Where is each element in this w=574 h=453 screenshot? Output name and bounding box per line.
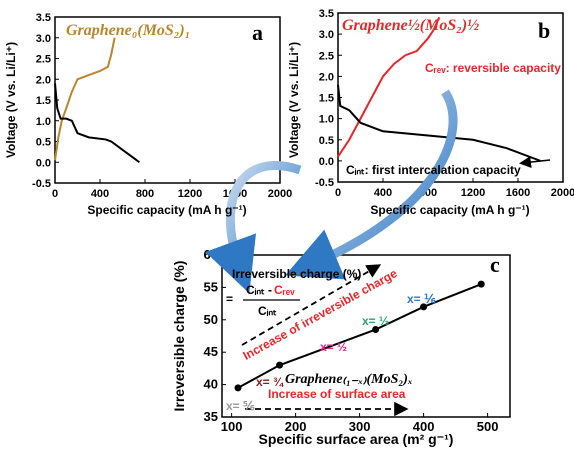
y-tick-label: 1.0 — [36, 116, 51, 128]
point — [372, 326, 380, 334]
x-tick-label: 500 — [477, 419, 499, 434]
x-tick-label: 1200 — [178, 188, 202, 200]
annotation: Cᵢₙₜ: first intercalation capacity — [346, 163, 521, 177]
x-axis-label: Specific capacity (mA h g⁻¹) — [370, 203, 529, 217]
plot-frame — [221, 254, 511, 418]
panel-label: a — [252, 20, 263, 45]
x-tick-label: 100 — [221, 419, 243, 434]
y-tick-label: 2.0 — [36, 74, 51, 86]
annotation: Increase of surface area — [268, 387, 406, 401]
plot-frame — [54, 16, 281, 184]
annotation: Graphene₀(MoS₂)₁ — [66, 22, 190, 39]
y-axis-label: Voltage (V vs. Li/Li⁺) — [287, 42, 301, 158]
x-tick-label: 400 — [374, 187, 392, 199]
annotation: Cᵣₑᵥ: reversible capacity — [425, 61, 561, 75]
plot-frame — [337, 12, 564, 183]
series-line — [54, 83, 140, 164]
x-tick-label: 2000 — [268, 188, 292, 200]
y-tick-label: 3.0 — [319, 29, 334, 41]
y-tick-label: 3.5 — [36, 12, 51, 24]
y-tick-label: 0.0 — [319, 156, 334, 168]
x-tick-label: 400 — [413, 419, 435, 434]
annotation: Irreversible charge (%) — [232, 267, 361, 281]
x-tick-label: 200 — [285, 419, 307, 434]
plots: -0.50.00.51.01.52.02.53.03.50 400 800 1200 1… — [32, 8, 574, 434]
series-line — [337, 16, 441, 158]
x-tick-label: 2000 — [551, 187, 574, 199]
point — [276, 361, 284, 369]
annotation: Cᵢₙₜ - — [246, 283, 272, 297]
panel-label: b — [538, 18, 550, 43]
point-label: x= ½ — [320, 340, 347, 354]
x-axis-label: Specific surface area (m² g⁻¹) — [259, 431, 454, 447]
y-tick-label: 35 — [204, 409, 218, 424]
y-tick-label: 1.5 — [36, 95, 51, 107]
series-line — [54, 37, 116, 161]
arrow — [519, 156, 551, 169]
annotation: Graphene½(MoS₂)½ — [342, 17, 479, 34]
arrow — [285, 89, 458, 280]
y-axis-label: Irreversible charge (%) — [171, 261, 187, 412]
annotation: Cᵢₙₜ — [258, 304, 277, 318]
x-tick-label: 400 — [91, 188, 109, 200]
y-tick-label: 2.0 — [319, 71, 334, 83]
y-tick-label: 2.5 — [319, 50, 334, 62]
point — [234, 384, 242, 392]
y-tick-label: 1.0 — [319, 114, 334, 126]
panel-label: c — [490, 252, 500, 277]
x-tick-label: 800 — [136, 188, 154, 200]
y-tick-label: 0.5 — [36, 137, 51, 149]
y-tick-label: -0.5 — [315, 177, 334, 189]
y-tick-label: 50 — [204, 312, 218, 327]
point — [420, 303, 428, 311]
y-tick-label: 60 — [204, 247, 218, 262]
x-tick-label: 0 — [52, 188, 58, 200]
point-label: x= ⅓ — [362, 314, 389, 328]
y-tick-label: 3.0 — [36, 33, 51, 45]
point — [477, 280, 485, 288]
x-tick-label: 300 — [349, 419, 371, 434]
y-tick-label: 40 — [204, 377, 218, 392]
point-label: x= ⅙ — [407, 292, 436, 306]
x-axis-label: Specific capacity (mA h g⁻¹) — [87, 203, 246, 217]
dashed-arrow — [241, 264, 382, 346]
annotation: Graphene₍₁₋ₓ₎(MoS₂)ₓ — [285, 372, 413, 387]
y-tick-label: 3.5 — [319, 8, 334, 20]
y-tick-label: 1.5 — [319, 93, 334, 105]
series-line — [337, 84, 541, 162]
x-tick-label: 0 — [335, 187, 341, 199]
x-tick-label: 1200 — [461, 187, 485, 199]
annotation: Cᵣₑᵥ — [274, 283, 295, 297]
x-tick-label: 1600 — [506, 187, 530, 199]
y-tick-label: -0.5 — [32, 178, 51, 190]
arrow — [205, 161, 302, 294]
y-tick-label: 2.5 — [36, 54, 51, 66]
y-tick-label: 55 — [204, 279, 218, 294]
point-label: x= ¾ — [256, 375, 284, 389]
annotation: = — [226, 292, 233, 306]
y-tick-label: 0.0 — [36, 157, 51, 169]
y-tick-label: 0.5 — [319, 135, 334, 147]
point-label: x= ⅚ — [226, 399, 255, 413]
y-axis-label: Voltage (V vs. Li/Li⁺) — [4, 42, 18, 158]
y-tick-label: 45 — [204, 344, 218, 359]
